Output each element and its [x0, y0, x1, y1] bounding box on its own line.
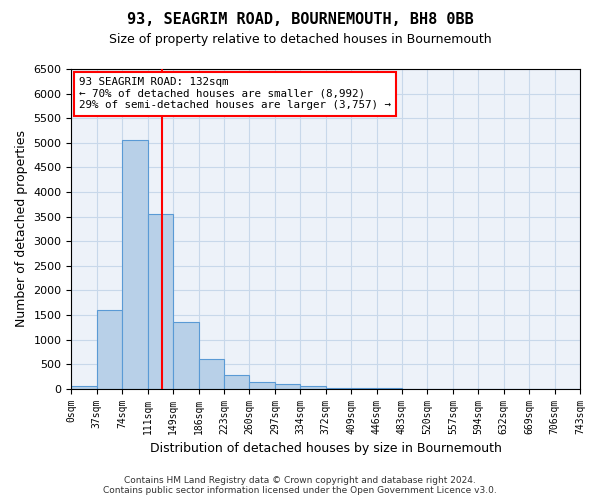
Y-axis label: Number of detached properties: Number of detached properties [15, 130, 28, 328]
Bar [148, 214, 173, 388]
Bar [122, 140, 148, 388]
Bar [71, 386, 97, 388]
X-axis label: Distribution of detached houses by size in Bournemouth: Distribution of detached houses by size … [150, 442, 502, 455]
Bar [199, 359, 224, 388]
Text: Size of property relative to detached houses in Bournemouth: Size of property relative to detached ho… [109, 32, 491, 46]
Bar [173, 322, 199, 388]
Bar [97, 310, 122, 388]
Bar [300, 386, 326, 388]
Bar [275, 384, 300, 388]
Bar [224, 375, 250, 388]
Text: 93 SEAGRIM ROAD: 132sqm
← 70% of detached houses are smaller (8,992)
29% of semi: 93 SEAGRIM ROAD: 132sqm ← 70% of detache… [79, 77, 391, 110]
Text: Contains HM Land Registry data © Crown copyright and database right 2024.
Contai: Contains HM Land Registry data © Crown c… [103, 476, 497, 495]
Bar [250, 382, 275, 388]
Text: 93, SEAGRIM ROAD, BOURNEMOUTH, BH8 0BB: 93, SEAGRIM ROAD, BOURNEMOUTH, BH8 0BB [127, 12, 473, 28]
